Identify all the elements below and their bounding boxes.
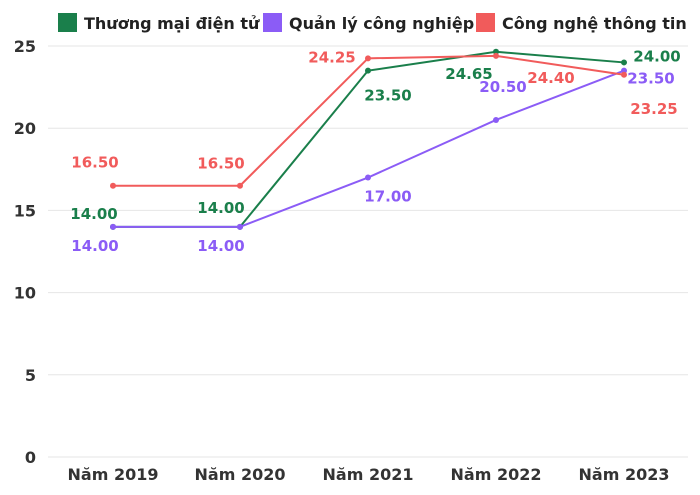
data-label-cong-nghe-thong-tin-5: 23.25 — [630, 100, 677, 118]
data-label-thuong-mai-dien-tu-1: 14.00 — [70, 205, 117, 223]
point-thuong-mai-dien-tu-4 — [493, 48, 499, 55]
point-quan-ly-cong-nghiep-3 — [365, 174, 371, 181]
y-tick-label-10: 10 — [14, 284, 36, 303]
point-cong-nghe-thong-tin-5 — [621, 71, 627, 78]
legend-label-quan-ly-cong-nghiep: Quản lý công nghiệp — [289, 14, 474, 33]
point-cong-nghe-thong-tin-2 — [237, 182, 243, 189]
x-tick-label-4: Năm 2022 — [451, 465, 542, 484]
data-label-quan-ly-cong-nghiep-4: 20.50 — [479, 78, 526, 96]
data-labels: 14.00 14.00 23.50 24.65 24.00 14.00 14.00 17.00… — [70, 47, 680, 254]
legend-swatch-quan-ly-cong-nghiep — [263, 13, 282, 32]
legend-label-thuong-mai-dien-tu: Thương mại điện tử — [84, 14, 260, 33]
data-label-thuong-mai-dien-tu-3: 23.50 — [364, 87, 411, 105]
x-tick-label-1: Năm 2019 — [68, 465, 159, 484]
data-label-cong-nghe-thong-tin-2: 16.50 — [197, 155, 244, 173]
point-quan-ly-cong-nghiep-4 — [493, 116, 499, 123]
data-label-quan-ly-cong-nghiep-1: 14.00 — [71, 237, 118, 255]
legend: Thương mại điện tử Quản lý công nghiệp Côn… — [58, 13, 687, 33]
data-label-quan-ly-cong-nghiep-2: 14.00 — [197, 237, 244, 255]
data-label-cong-nghe-thong-tin-4: 24.40 — [527, 69, 574, 87]
point-thuong-mai-dien-tu-3 — [365, 67, 371, 74]
y-tick-label-5: 5 — [25, 366, 36, 385]
y-axis-ticks: 0 5 10 15 20 25 — [14, 37, 36, 467]
point-cong-nghe-thong-tin-1 — [110, 182, 116, 189]
y-tick-label-20: 20 — [14, 119, 36, 138]
y-tick-label-0: 0 — [25, 448, 36, 467]
data-label-thuong-mai-dien-tu-2: 14.00 — [197, 199, 244, 217]
point-thuong-mai-dien-tu-5 — [621, 59, 627, 66]
data-label-quan-ly-cong-nghiep-3: 17.00 — [364, 188, 411, 206]
legend-label-cong-nghe-thong-tin: Công nghệ thông tin — [502, 14, 687, 33]
point-quan-ly-cong-nghiep-5 — [621, 67, 627, 74]
point-cong-nghe-thong-tin-3 — [365, 55, 371, 62]
point-quan-ly-cong-nghiep-1 — [110, 223, 116, 230]
series-lines — [110, 48, 627, 230]
data-label-thuong-mai-dien-tu-5: 24.00 — [633, 47, 680, 65]
data-label-cong-nghe-thong-tin-3: 24.25 — [308, 48, 355, 66]
x-tick-label-5: Năm 2023 — [579, 465, 670, 484]
x-tick-label-3: Năm 2021 — [323, 465, 414, 484]
grid-lines — [48, 45, 688, 458]
x-axis-ticks: Năm 2019 Năm 2020 Năm 2021 Năm 2022 Năm 2023 — [68, 465, 670, 484]
point-cong-nghe-thong-tin-4 — [493, 52, 499, 59]
x-tick-label-2: Năm 2020 — [195, 465, 286, 484]
y-tick-label-25: 25 — [14, 37, 36, 56]
data-label-cong-nghe-thong-tin-1: 16.50 — [71, 154, 118, 172]
y-tick-label-15: 15 — [14, 201, 36, 220]
legend-swatch-cong-nghe-thong-tin — [476, 13, 495, 32]
legend-swatch-thuong-mai-dien-tu — [58, 13, 77, 32]
point-quan-ly-cong-nghiep-2 — [237, 223, 243, 230]
data-label-thuong-mai-dien-tu-4: 24.65 — [445, 65, 492, 83]
data-label-quan-ly-cong-nghiep-5: 23.50 — [627, 70, 674, 88]
